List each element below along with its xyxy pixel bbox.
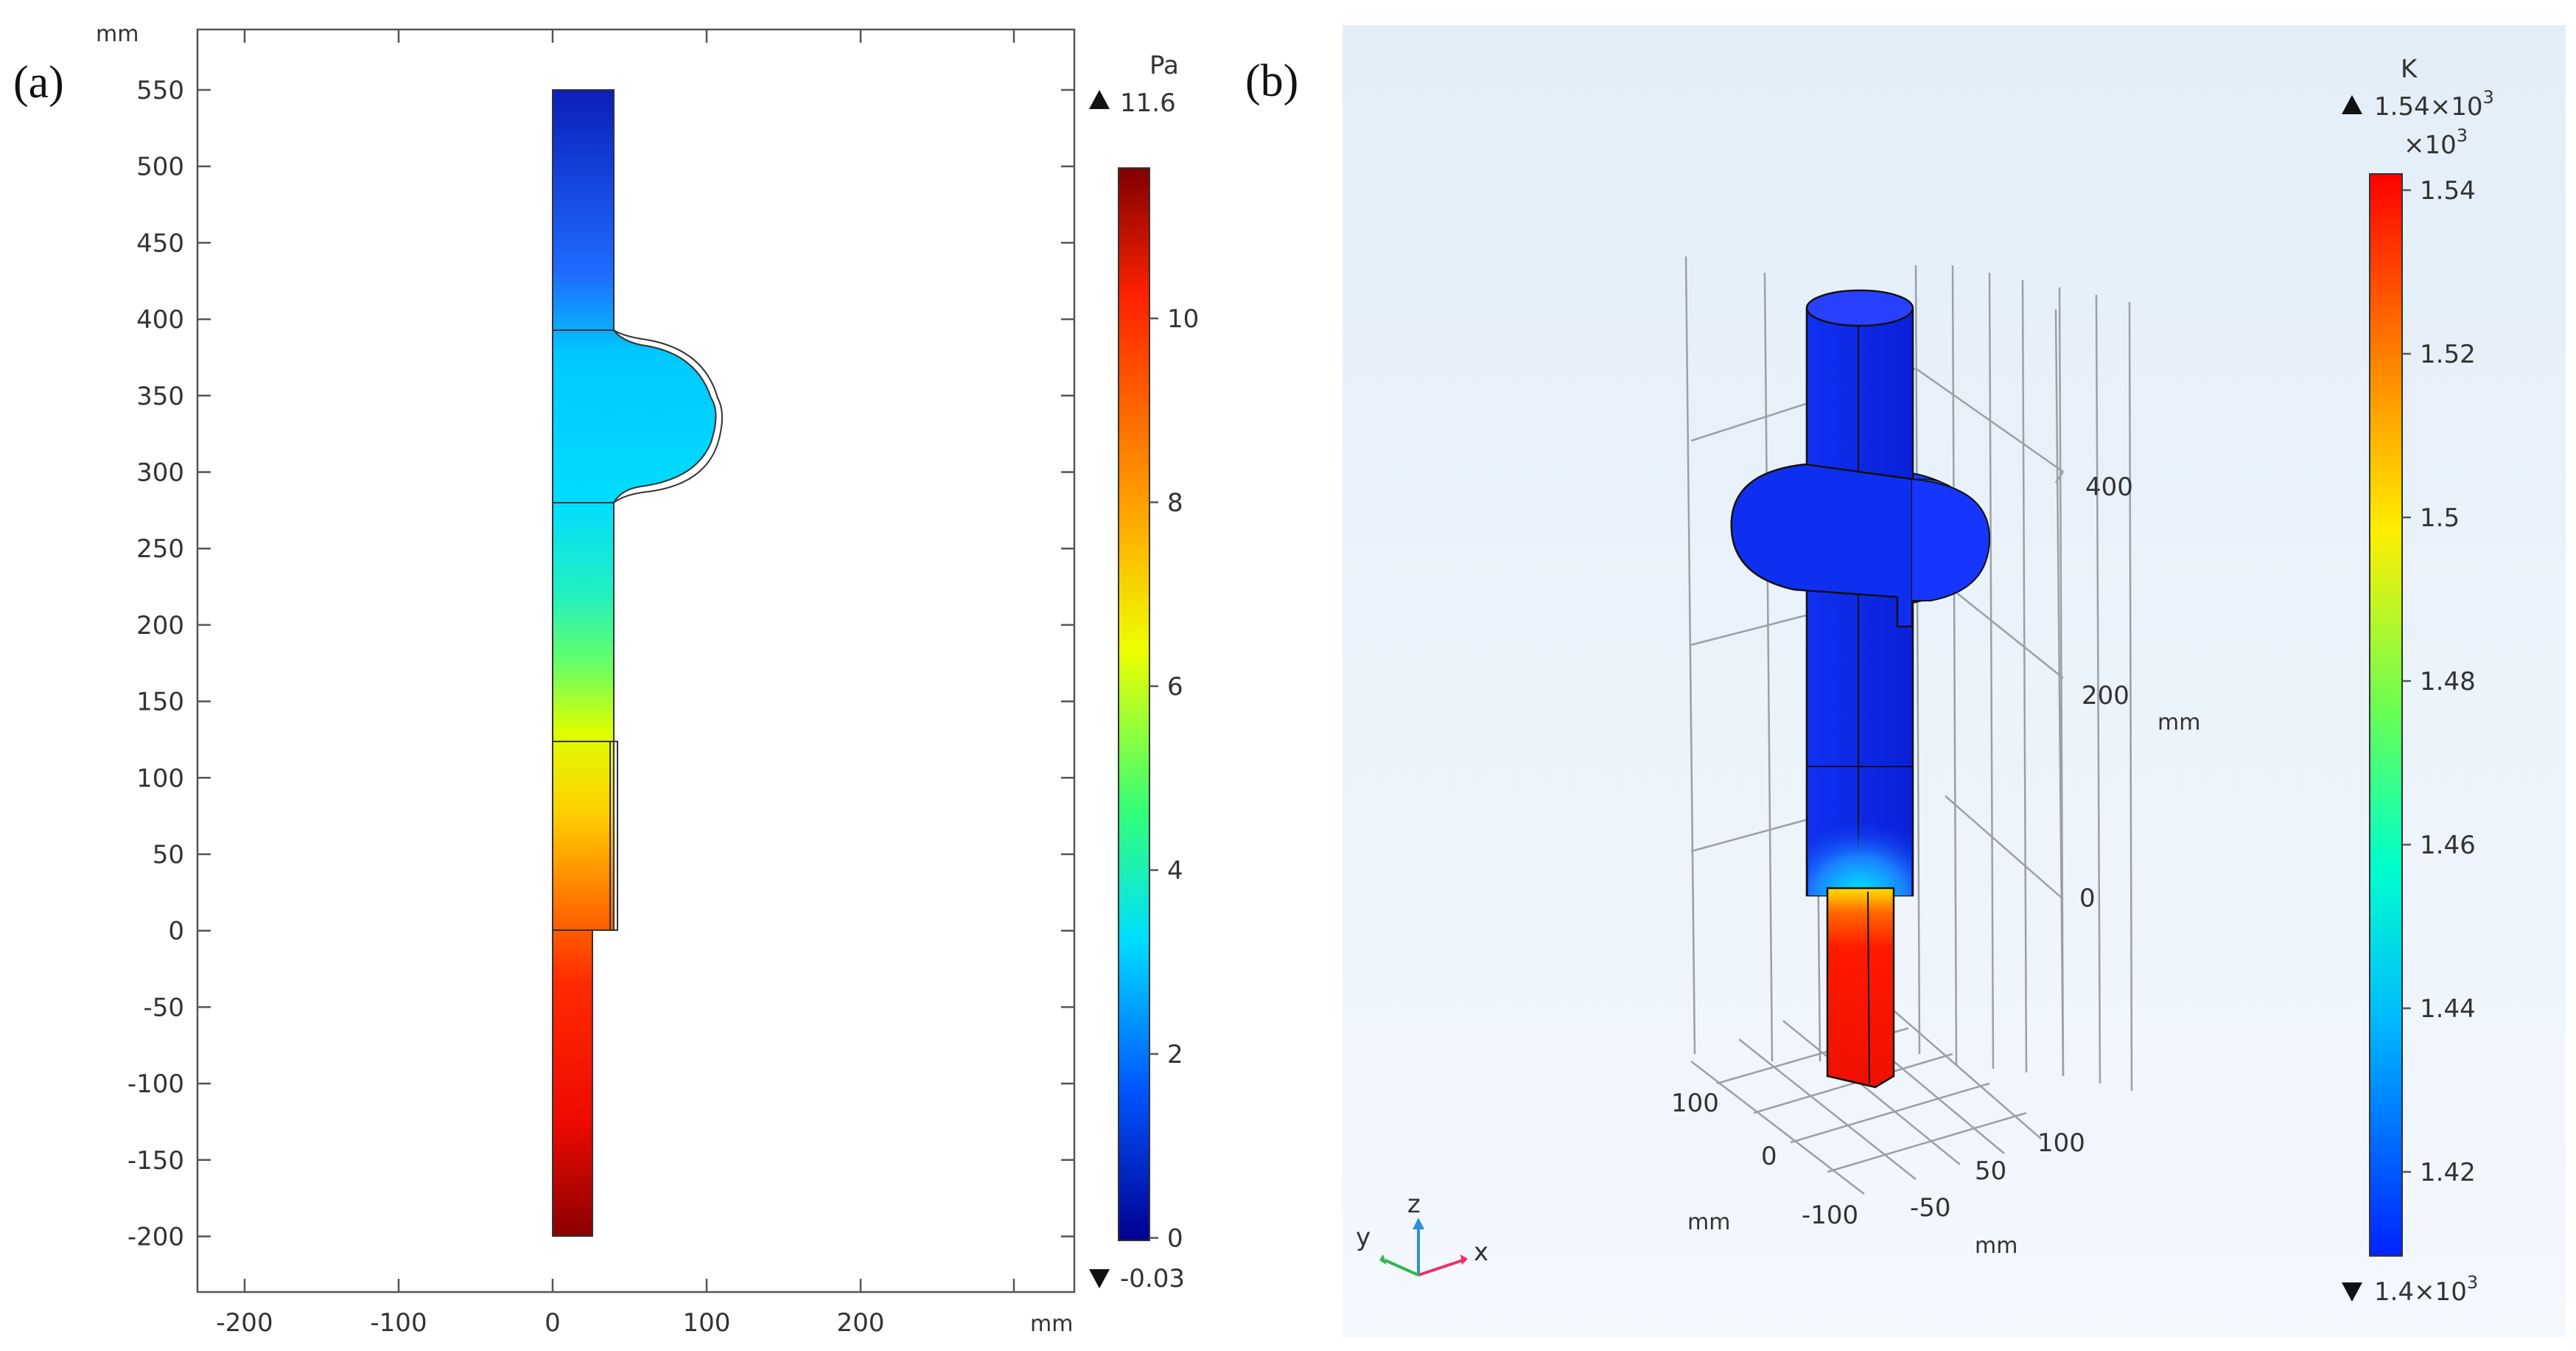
colorbar-b: K 1.54×103 ×103 1.541.521.51.481.461.441… bbox=[2342, 55, 2494, 1307]
y-tick-label: 350 bbox=[136, 382, 184, 411]
y-tick-label: -150 bbox=[127, 1146, 184, 1176]
z-tick-label: 0 bbox=[2079, 884, 2096, 913]
colorbar-a-unit: Pa bbox=[1149, 51, 1179, 80]
y-tick-label-3d: -100 bbox=[1802, 1201, 1858, 1230]
y-tick-label: 500 bbox=[136, 153, 184, 182]
y-tick-label: 250 bbox=[136, 534, 184, 564]
y-tick-label: 300 bbox=[136, 458, 184, 488]
y-tick-label: 400 bbox=[136, 305, 184, 335]
colorbar-b-ticks: 1.54 1.52 1.5 1.48 1.46 1.44 1.42 bbox=[2402, 176, 2476, 1187]
colorbar-b-min: 1.4×103 bbox=[2374, 1272, 2478, 1307]
y-axis-ticks: 550500450400350300250200150100500-50-100… bbox=[127, 76, 1074, 1252]
colorbar-a-tick-label: 4 bbox=[1167, 856, 1183, 886]
triad-z-label: z bbox=[1407, 1190, 1421, 1219]
colorbar-b-tick-label: 1.54 bbox=[2420, 176, 2476, 206]
y-tick-label: 100 bbox=[136, 764, 184, 793]
colorbar-b-tick-label: 1.52 bbox=[2420, 340, 2476, 369]
y-axis-ticks-3d: 100 0 -100 bbox=[1671, 1089, 1858, 1230]
bulb-outline bbox=[613, 329, 723, 503]
pressure-field-geometry bbox=[552, 89, 723, 1237]
y-tick-label-3d: 100 bbox=[1671, 1089, 1719, 1118]
panel-a-label: (a) bbox=[13, 57, 64, 108]
colorbar-a-min: -0.03 bbox=[1120, 1264, 1185, 1294]
y-tick-label: 0 bbox=[168, 917, 184, 946]
colorbar-a-max: 11.6 bbox=[1120, 88, 1176, 118]
hot-rod-cut-line bbox=[1867, 891, 1870, 1084]
plot-frame-a bbox=[196, 28, 1076, 1294]
middle-section bbox=[552, 741, 615, 931]
colorbar-a: Pa 11.6 10 8 6 4 2 0 -0.03 bbox=[1089, 51, 1199, 1294]
colorbar-b-tick-label: 1.5 bbox=[2420, 503, 2460, 533]
y-axis-unit: mm bbox=[96, 21, 139, 47]
axes-grid bbox=[1684, 256, 2133, 1195]
x-axis-ticks: -200 -100 0 100 200 bbox=[216, 29, 1015, 1338]
x-tick-label: -100 bbox=[370, 1308, 427, 1338]
bulb-section bbox=[552, 329, 717, 503]
triad-y-label: y bbox=[1356, 1223, 1371, 1252]
lower-hot-rod bbox=[1826, 887, 1895, 1089]
x-tick-label-3d: 100 bbox=[2037, 1128, 2085, 1158]
y-axis-unit-3d: mm bbox=[1687, 1209, 1730, 1235]
colorbar-b-tick-label: 1.46 bbox=[2420, 831, 2476, 860]
x-tick-label: 0 bbox=[545, 1308, 561, 1338]
x-tick-label-3d: 50 bbox=[1975, 1156, 2006, 1186]
coordinate-triad-icon: z x y bbox=[1356, 1190, 1488, 1277]
temperature-field-geometry bbox=[1730, 289, 1991, 1089]
colorbar-b-unit: K bbox=[2401, 55, 2418, 84]
x-tick-label: 100 bbox=[683, 1308, 731, 1338]
min-marker-icon bbox=[1089, 1269, 1110, 1288]
panel-b: (b) bbox=[1245, 25, 2566, 1337]
colorbar-b-tick-label: 1.44 bbox=[2420, 994, 2476, 1024]
shaft-top-cap bbox=[1805, 289, 1914, 327]
torus-cut-front bbox=[1730, 463, 1914, 628]
colorbar-a-ticks: 10 8 6 4 2 0 bbox=[1149, 304, 1199, 1254]
colorbar-a-tick-label: 8 bbox=[1167, 489, 1183, 518]
colorbar-a-tick-label: 0 bbox=[1167, 1224, 1183, 1254]
transition-section bbox=[552, 502, 615, 742]
triad-x-label: x bbox=[1474, 1237, 1488, 1267]
colorbar-a-tick-label: 6 bbox=[1167, 672, 1183, 702]
min-marker-icon-b bbox=[2342, 1282, 2362, 1302]
colorbar-b-max: 1.54×103 bbox=[2374, 87, 2494, 122]
heat-glow bbox=[1808, 811, 1911, 896]
y-tick-label: 550 bbox=[136, 76, 184, 105]
colorbar-b-scale: ×103 bbox=[2404, 125, 2468, 160]
max-marker-icon-b bbox=[2342, 95, 2362, 114]
colorbar-b-tick-label: 1.48 bbox=[2420, 667, 2476, 697]
z-axis-unit: mm bbox=[2157, 710, 2200, 736]
z-tick-label: 400 bbox=[2085, 472, 2133, 502]
y-tick-label: -200 bbox=[127, 1223, 184, 1252]
colorbar-b-gradient bbox=[2369, 173, 2403, 1257]
y-tick-label: 150 bbox=[136, 688, 184, 717]
x-tick-label-3d: -50 bbox=[1910, 1193, 1951, 1223]
z-tick-label: 200 bbox=[2082, 681, 2129, 711]
y-tick-label: -100 bbox=[127, 1069, 184, 1099]
x-axis-unit-3d: mm bbox=[1975, 1233, 2017, 1259]
top-rod bbox=[552, 89, 615, 331]
x-tick-label: -200 bbox=[216, 1308, 273, 1338]
x-axis-unit: mm bbox=[1030, 1311, 1073, 1337]
torus-side bbox=[1911, 478, 1991, 601]
y-tick-label: 50 bbox=[153, 840, 184, 870]
x-axis-ticks-3d: -50 50 100 bbox=[1910, 1128, 2085, 1223]
max-marker-icon bbox=[1089, 90, 1110, 109]
panel-a: (a) mm mm 550500450400350300250200150100… bbox=[13, 21, 1199, 1338]
colorbar-a-gradient bbox=[1118, 167, 1150, 1241]
y-tick-label: -50 bbox=[143, 993, 184, 1022]
panel-b-label: (b) bbox=[1245, 56, 1298, 106]
x-tick-label: 200 bbox=[837, 1308, 885, 1338]
colorbar-a-tick-label: 10 bbox=[1167, 304, 1199, 334]
y-tick-label: 200 bbox=[136, 611, 184, 640]
colorbar-b-tick-label: 1.42 bbox=[2420, 1158, 2476, 1187]
colorbar-a-tick-label: 2 bbox=[1167, 1040, 1183, 1069]
y-tick-label: 450 bbox=[136, 228, 184, 258]
y-tick-label-3d: 0 bbox=[1761, 1142, 1777, 1171]
z-axis-ticks: 400 200 0 bbox=[2079, 472, 2133, 913]
lower-rod bbox=[552, 929, 593, 1237]
